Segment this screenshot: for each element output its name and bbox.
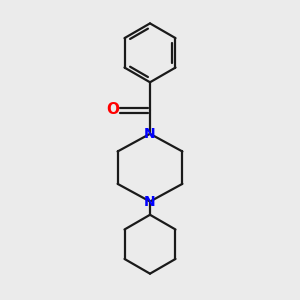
- Text: N: N: [144, 194, 156, 208]
- Text: O: O: [106, 102, 119, 117]
- Text: N: N: [144, 127, 156, 141]
